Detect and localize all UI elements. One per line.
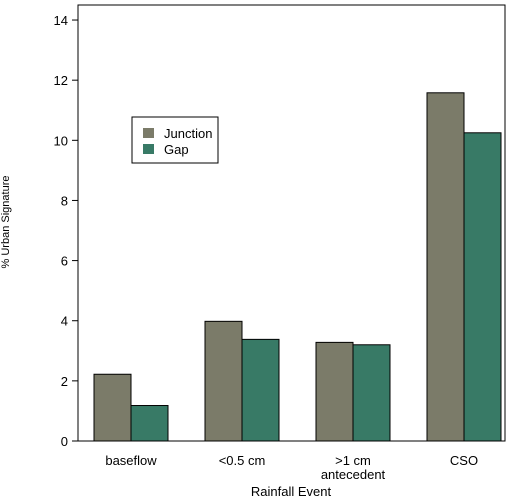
bar-group — [93, 92, 502, 442]
legend-label-junction: Junction — [164, 126, 212, 141]
legend-swatch-junction — [143, 128, 154, 138]
legend-frame — [131, 116, 219, 164]
bar-junction-1 — [204, 320, 243, 442]
plot-frame — [77, 4, 506, 442]
y-tick-label: 14 — [54, 13, 68, 28]
x-axis-title: Rainfall Event — [251, 484, 332, 499]
y-tick-label: 6 — [61, 254, 68, 269]
x-category-label: CSO — [450, 453, 478, 468]
legend-label-gap: Gap — [164, 142, 189, 157]
bar-gap-2 — [352, 344, 391, 442]
y-tick-label: 2 — [61, 374, 68, 389]
y-axis-title: % Urban Signature — [0, 176, 12, 269]
bar-gap-3 — [463, 132, 502, 442]
legend: Junction Gap — [131, 116, 219, 164]
y-tick-label: 10 — [54, 133, 68, 148]
x-category-label: >1 cm — [335, 453, 371, 468]
x-category-label: antecedent — [321, 467, 386, 482]
bar-gap-1 — [241, 338, 280, 442]
bar-junction-0 — [93, 373, 132, 442]
x-category-label: baseflow — [105, 453, 157, 468]
y-tick-label: 0 — [61, 434, 68, 449]
legend-swatch-gap — [143, 144, 154, 154]
y-tick-label: 12 — [54, 73, 68, 88]
y-tick-label: 4 — [61, 314, 68, 329]
y-axis: 0 2 4 6 8 10 12 14 — [54, 13, 78, 449]
x-category-label: <0.5 cm — [219, 453, 266, 468]
bar-junction-2 — [315, 341, 354, 442]
y-tick-label: 8 — [61, 193, 68, 208]
bar-gap-0 — [130, 405, 169, 442]
bar-junction-3 — [426, 92, 465, 442]
